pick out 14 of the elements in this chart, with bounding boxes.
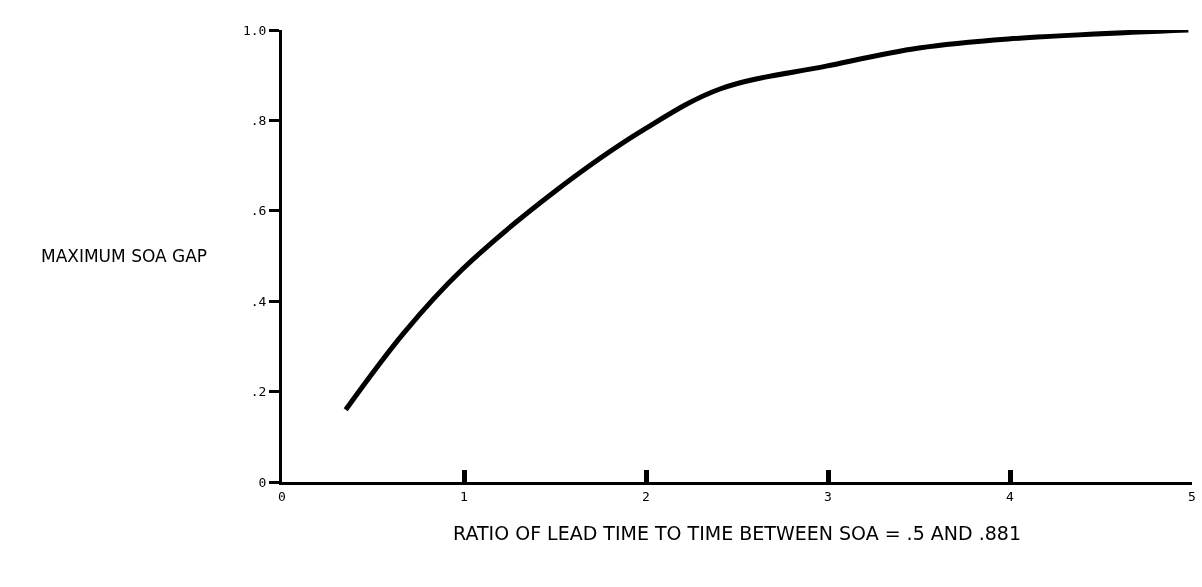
y-tick-label: .4 bbox=[250, 293, 267, 309]
x-axis-title: RATIO OF LEAD TIME TO TIME BETWEEN SOA = .5 AND .881 bbox=[453, 522, 1021, 545]
y-tick-label: .8 bbox=[250, 112, 267, 128]
y-tick-label: .6 bbox=[250, 203, 267, 219]
x-tick-label: 4 bbox=[1006, 488, 1015, 504]
y-tick-label: 1.0 bbox=[242, 22, 267, 38]
x-tick-label: 3 bbox=[824, 488, 832, 504]
x-tick-label: 2 bbox=[642, 488, 650, 504]
y-axis-title: MAXIMUM SOA GAP bbox=[41, 246, 208, 266]
y-tick-label: .2 bbox=[250, 384, 267, 400]
x-tick-label: 0 bbox=[278, 488, 286, 504]
x-tick-label: 1 bbox=[460, 488, 468, 504]
y-tick-label: 0 bbox=[258, 474, 267, 490]
x-tick-label: 5 bbox=[1188, 488, 1196, 504]
